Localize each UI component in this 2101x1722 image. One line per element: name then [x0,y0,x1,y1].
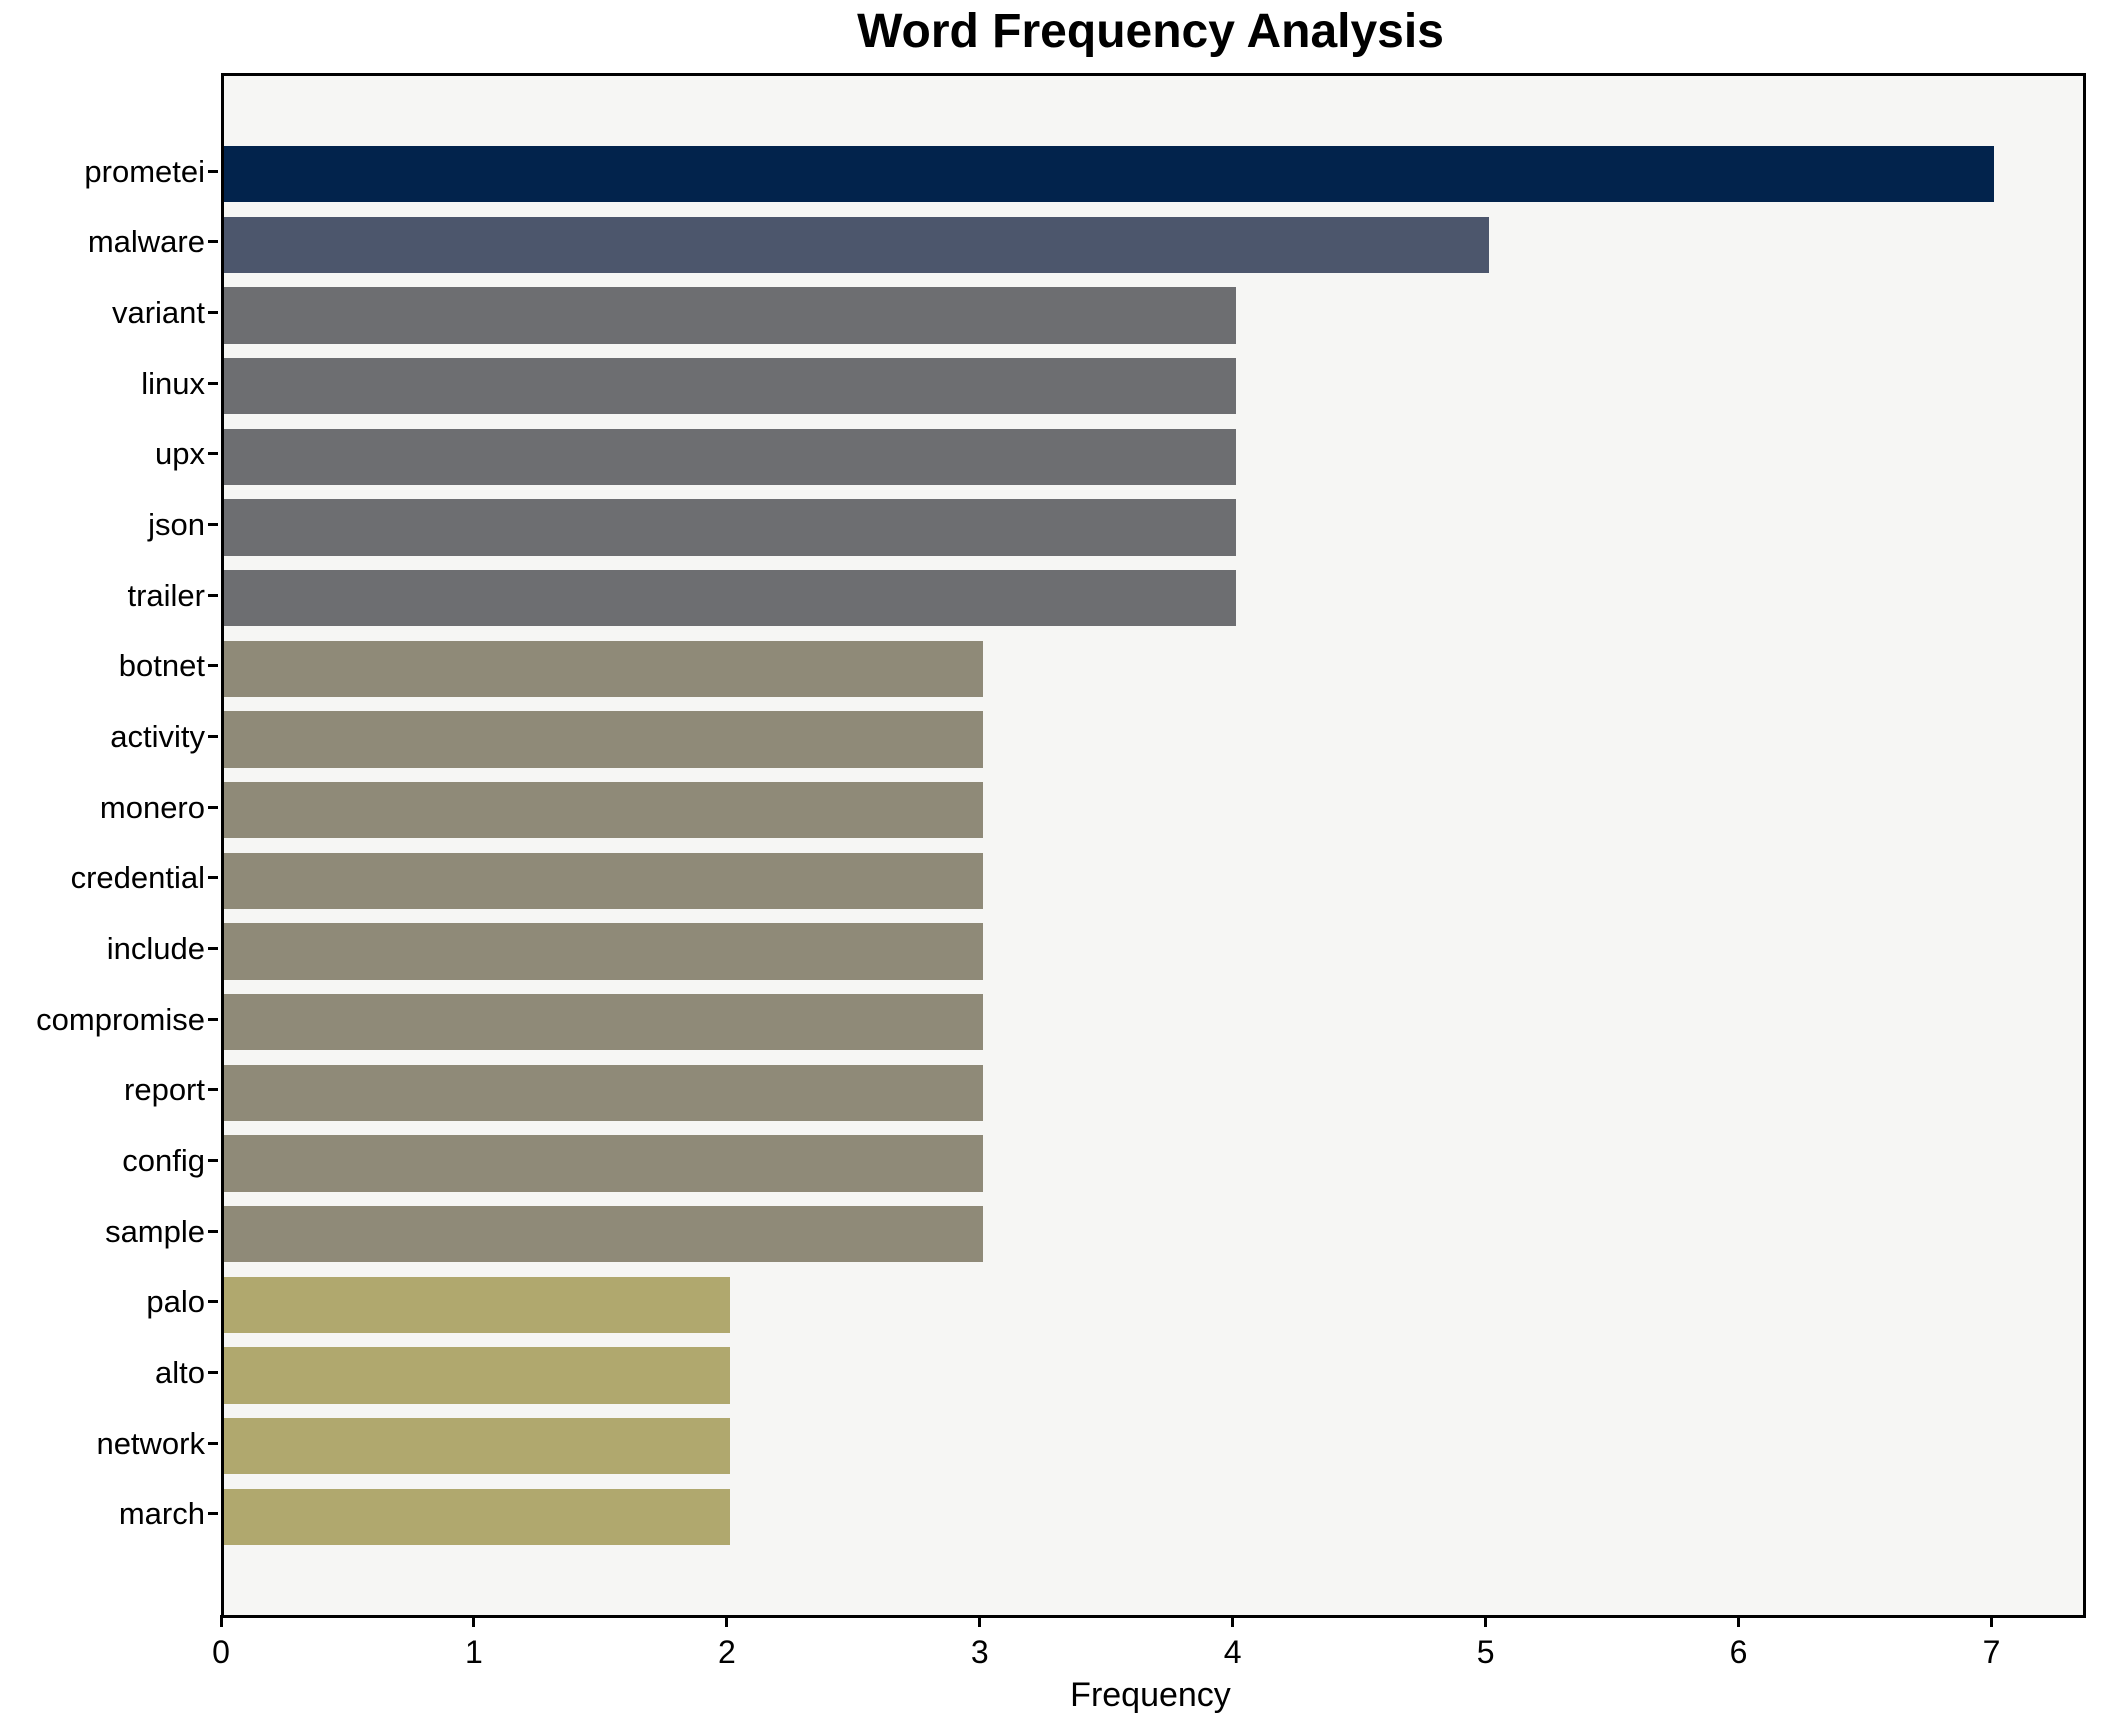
y-tick-label-alto: alto [155,1354,205,1390]
bar-linux [224,357,1236,415]
y-tick-label-linux: linux [141,365,205,401]
y-tick-label-malware: malware [87,224,205,260]
x-tick-label-0: 0 [212,1634,230,1670]
y-tick-label-monero: monero [99,789,205,825]
y-tick-mark [208,1158,218,1162]
bar-activity [224,711,983,768]
bar-network [224,1417,730,1475]
y-tick-label-march: march [118,1496,205,1532]
bar-malware [224,216,1489,274]
bar-include [224,923,983,980]
y-tick-mark [208,1512,218,1516]
y-tick-mark [208,805,218,809]
y-tick-mark [208,1370,218,1374]
bar-prometei [224,145,1995,203]
y-tick-label-json: json [148,507,205,543]
x-tick-mark [219,1615,223,1627]
bar-alto [224,1347,730,1404]
y-tick-mark [208,876,218,880]
x-tick-mark [1737,1615,1741,1627]
bar-compromise [224,993,983,1051]
x-tick-label-5: 5 [1476,1634,1495,1670]
y-tick-mark [208,240,218,244]
x-tick-mark [978,1615,982,1627]
y-tick-label-credential: credential [70,860,205,896]
y-tick-mark [208,169,218,173]
x-tick-label-7: 7 [1982,1634,2001,1670]
y-tick-label-palo: palo [146,1284,205,1320]
y-tick-label-activity: activity [110,719,205,754]
y-tick-label-network: network [96,1425,205,1461]
y-tick-mark [208,1441,218,1445]
x-tick-mark [1231,1615,1235,1627]
bar-variant [224,287,1236,344]
bar-json [224,499,1236,556]
y-tick-label-report: report [124,1072,205,1108]
y-tick-label-sample: sample [105,1213,205,1249]
bar-sample [224,1205,983,1263]
x-tick-label-3: 3 [970,1634,989,1670]
y-tick-label-config: config [122,1142,205,1178]
plot-area [221,73,2086,1618]
chart-title: Word Frequency Analysis [857,5,1444,58]
x-tick-mark [1989,1615,1993,1627]
x-tick-mark [725,1615,729,1627]
y-tick-mark [208,946,218,950]
y-tick-label-trailer: trailer [127,577,205,613]
x-tick-label-1: 1 [465,1634,483,1670]
bar-credential [224,852,983,910]
x-tick-label-4: 4 [1223,1634,1242,1670]
y-tick-label-prometei: prometei [84,153,205,189]
bar-config [224,1135,983,1192]
y-tick-mark [208,1229,218,1233]
y-tick-label-variant: variant [111,295,205,331]
x-tick-mark [1484,1615,1488,1627]
y-tick-label-include: include [106,930,205,966]
bar-palo [224,1276,730,1334]
y-tick-label-botnet: botnet [118,648,205,684]
y-tick-label-upx: upx [155,436,205,472]
x-tick-label-2: 2 [717,1634,736,1670]
y-tick-mark [208,523,218,527]
bar-trailer [224,569,1236,627]
bar-monero [224,781,983,839]
y-tick-mark [208,311,218,315]
y-tick-mark [208,735,218,738]
y-tick-label-compromise: compromise [36,1001,205,1037]
y-tick-mark [208,1017,218,1021]
bar-report [224,1064,983,1122]
y-tick-mark [208,593,218,597]
y-tick-mark [208,1300,218,1304]
bar-botnet [224,640,983,698]
bar-upx [224,428,1236,486]
y-tick-mark [208,452,218,456]
x-tick-label-6: 6 [1729,1634,1748,1670]
x-tick-mark [472,1615,476,1627]
bar-march [224,1488,730,1546]
y-tick-mark [208,664,218,668]
y-tick-mark [208,381,218,385]
x-axis-label: Frequency [1070,1676,1231,1714]
y-tick-mark [208,1088,218,1092]
